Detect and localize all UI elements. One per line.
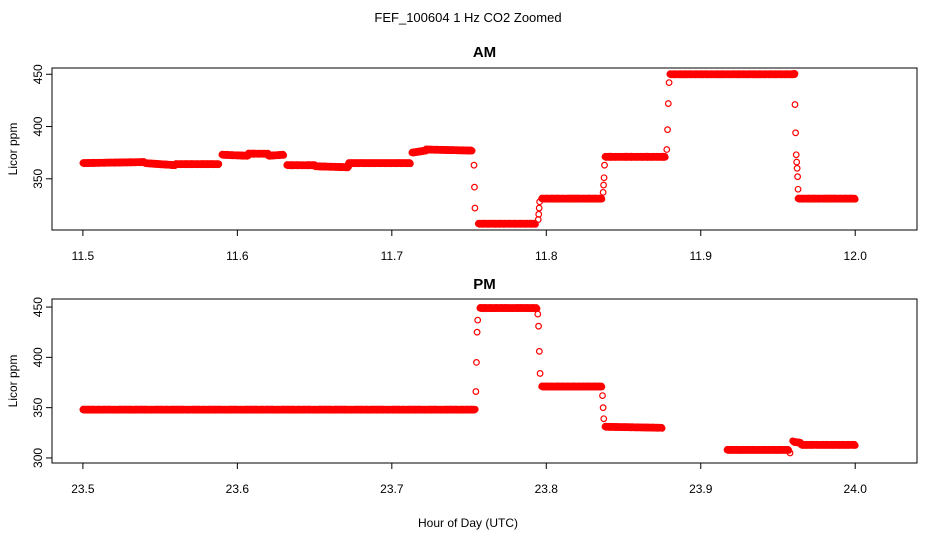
pm-y-axis-label: Licor ppm	[6, 355, 20, 408]
pm-panel-title: PM	[473, 276, 496, 293]
am-x-tick-label: 11.8	[535, 249, 558, 263]
am-transition-point	[535, 210, 543, 218]
pm-y-tick-label: 350	[31, 397, 45, 417]
am-panel: AM 11.5 11.6 11.7 11.8 11.9 12.0 350 400 450 Li…	[6, 44, 918, 263]
pm-transition-point	[534, 310, 542, 318]
pm-transition-point	[600, 415, 608, 423]
am-transition-point	[790, 69, 798, 77]
am-transition-point	[471, 183, 478, 191]
am-data-point	[851, 195, 859, 203]
am-data-point	[468, 147, 476, 155]
am-transition-point	[471, 204, 479, 212]
pm-x-tick-label: 23.5	[71, 482, 95, 496]
x-axis-label: Hour of Day (UTC)	[418, 516, 518, 530]
am-data-point	[661, 153, 669, 161]
pm-data-points	[79, 304, 859, 457]
am-data-point	[406, 160, 414, 168]
am-data-point	[215, 160, 223, 168]
am-y-tick-label: 350	[31, 168, 45, 188]
pm-transition-point	[599, 404, 607, 412]
am-x-tick-label: 11.7	[381, 249, 404, 263]
pm-y-tick-label: 450	[31, 297, 45, 317]
am-transition-point	[792, 129, 799, 137]
pm-x-tick-label: 24.0	[844, 482, 868, 496]
pm-x-tick-label: 23.6	[226, 482, 250, 496]
pm-y-axis: 300 350 400 450	[31, 297, 52, 468]
am-transition-point	[535, 204, 543, 212]
am-transition-point	[599, 188, 607, 196]
pm-x-axis: 23.5 23.6 23.7 23.8 23.9 24.0	[71, 463, 867, 496]
pm-transition-point	[473, 358, 480, 366]
am-data-points	[79, 69, 859, 228]
pm-transition-point	[473, 328, 481, 336]
pm-transition-point	[599, 392, 606, 399]
pm-x-tick-label: 23.9	[689, 482, 713, 496]
am-transition-point	[536, 198, 544, 206]
am-transition-point	[794, 173, 801, 181]
am-transition-point	[664, 100, 672, 107]
pm-transition-point	[472, 388, 480, 395]
am-transition-point	[792, 151, 800, 159]
am-transition-point	[600, 174, 608, 182]
pm-y-tick-label: 300	[31, 448, 45, 468]
am-x-tick-label: 11.6	[226, 249, 249, 263]
pm-y-tick-label: 400	[31, 347, 45, 367]
am-y-axis: 350 400 450	[31, 64, 52, 189]
am-transition-point	[793, 158, 801, 166]
figure-title: FEF_100604 1 Hz CO2 Zoomed	[374, 10, 561, 25]
am-transition-point	[600, 181, 607, 189]
am-transition-point	[664, 126, 671, 134]
pm-panel: PM 23.5 23.6 23.7 23.8 23.9 24.0 300 350 400 450…	[6, 276, 918, 496]
am-transition-point	[791, 101, 799, 108]
am-data-point	[598, 195, 606, 203]
am-transition-point	[663, 146, 671, 153]
am-transition-point	[470, 161, 478, 169]
am-x-axis: 11.5 11.6 11.7 11.8 11.9 12.0	[72, 230, 868, 263]
am-transition-point	[794, 185, 802, 193]
am-data-point	[280, 151, 288, 159]
am-y-tick-label: 450	[31, 64, 45, 84]
am-panel-title: AM	[473, 44, 496, 61]
am-x-tick-label: 11.5	[72, 249, 95, 263]
pm-transition-point	[474, 316, 482, 324]
pm-transition-point	[536, 370, 544, 377]
am-x-tick-label: 12.0	[844, 249, 868, 263]
am-plot-frame	[51, 67, 918, 231]
pm-plot-frame	[51, 298, 918, 464]
am-transition-point	[665, 79, 673, 87]
am-y-axis-label: Licor ppm	[6, 123, 20, 176]
pm-x-tick-label: 23.8	[535, 482, 559, 496]
am-data-point	[532, 220, 539, 228]
am-transition-point	[793, 164, 801, 172]
am-transition-point	[601, 161, 608, 169]
pm-x-tick-label: 23.7	[380, 482, 404, 496]
am-x-tick-label: 11.9	[690, 249, 713, 263]
pm-transition-point	[535, 347, 543, 355]
pm-transition-point	[535, 322, 542, 330]
am-y-tick-label: 400	[31, 116, 45, 136]
